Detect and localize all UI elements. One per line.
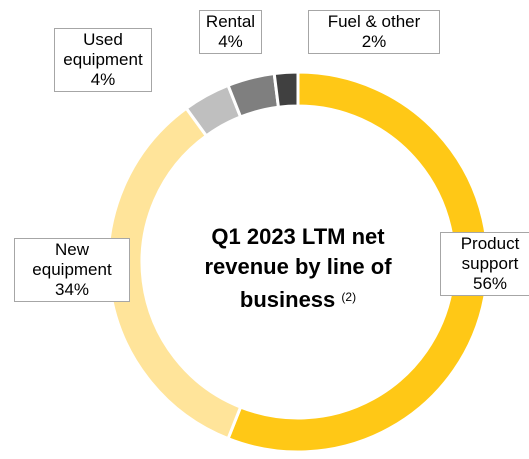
segment-label: Used equipment 4% xyxy=(54,28,152,92)
title: Q1 2023 LTM net revenue by line of busin… xyxy=(204,224,392,312)
label-value: 2% xyxy=(361,32,387,51)
donut-segment xyxy=(226,70,490,454)
label-name: Rental xyxy=(205,12,256,31)
label-value: 4% xyxy=(90,70,116,89)
segment-label: Product support 56% xyxy=(440,232,529,296)
donut-segment xyxy=(272,70,300,109)
label-name: Used equipment xyxy=(63,30,143,69)
label-name: Fuel & other xyxy=(327,12,421,31)
segment-label: Rental 4% xyxy=(199,10,262,54)
label-value: 34% xyxy=(54,280,90,299)
segment-label: Fuel & other 2% xyxy=(308,10,440,54)
label-name: New equipment xyxy=(32,240,112,279)
title-note: (2) xyxy=(341,290,357,304)
label-value: 56% xyxy=(472,274,508,293)
segment-label: New equipment 34% xyxy=(14,238,130,302)
center-title: Q1 2023 LTM net revenue by line of busin… xyxy=(198,222,398,315)
label-value: 4% xyxy=(218,32,243,51)
label-name: Product support xyxy=(460,234,520,273)
